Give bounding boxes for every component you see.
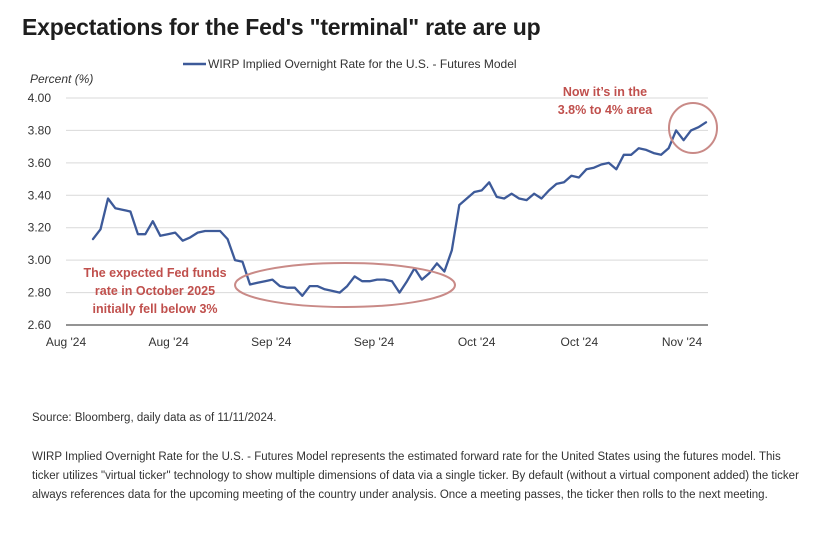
chart-title: Expectations for the Fed's "terminal" ra… (22, 14, 541, 40)
y-axis-ticks: 4.00 3.80 3.60 3.40 3.20 3.00 2.80 2.60 (28, 91, 52, 332)
series-group (91, 121, 708, 297)
y-tick-label: 3.00 (28, 253, 52, 267)
x-tick-label: Aug '24 (46, 335, 87, 349)
y-tick-label: 3.40 (28, 188, 52, 202)
x-axis-ticks: Aug '24 Aug '24 Sep '24 Sep '24 Oct '24 Oct '… (46, 335, 703, 349)
y-tick-label: 2.60 (28, 318, 52, 332)
y-tick-label: 2.80 (28, 286, 52, 300)
x-tick-label: Aug '24 (149, 335, 190, 349)
annotation-left-line-1: The expected Fed funds (83, 266, 226, 280)
x-tick-label: Sep '24 (251, 335, 292, 349)
annotation-right-line-1: Now it’s in the (563, 85, 647, 99)
line-chart: 4.00 3.80 3.60 3.40 3.20 3.00 2.80 2.60 Aug '24… (28, 57, 718, 349)
source-note: Source: Bloomberg, daily data as of 11/1… (32, 412, 277, 424)
x-tick-label: Nov '24 (662, 335, 703, 349)
y-axis-label: Percent (%) (30, 72, 93, 86)
annotation-right-line-2: 3.8% to 4% area (558, 103, 654, 117)
legend-label: WIRP Implied Overnight Rate for the U.S.… (208, 57, 517, 71)
y-tick-label: 3.60 (28, 156, 52, 170)
annotation-left-line-2: rate in October 2025 (95, 284, 215, 298)
x-tick-label: Oct '24 (561, 335, 599, 349)
y-tick-label: 3.20 (28, 221, 52, 235)
description-note: WIRP Implied Overnight Rate for the U.S.… (32, 451, 799, 501)
grid-lines (66, 97, 708, 294)
series-line (91, 121, 708, 297)
y-tick-label: 4.00 (28, 91, 52, 105)
x-tick-label: Oct '24 (458, 335, 496, 349)
annotation-left-line-3: initially fell below 3% (92, 302, 217, 316)
x-tick-label: Sep '24 (354, 335, 395, 349)
legend: WIRP Implied Overnight Rate for the U.S.… (183, 57, 517, 71)
annotation-ellipse-right (668, 102, 718, 154)
y-tick-label: 3.80 (28, 123, 52, 137)
annotation-ellipse-left (234, 262, 456, 308)
